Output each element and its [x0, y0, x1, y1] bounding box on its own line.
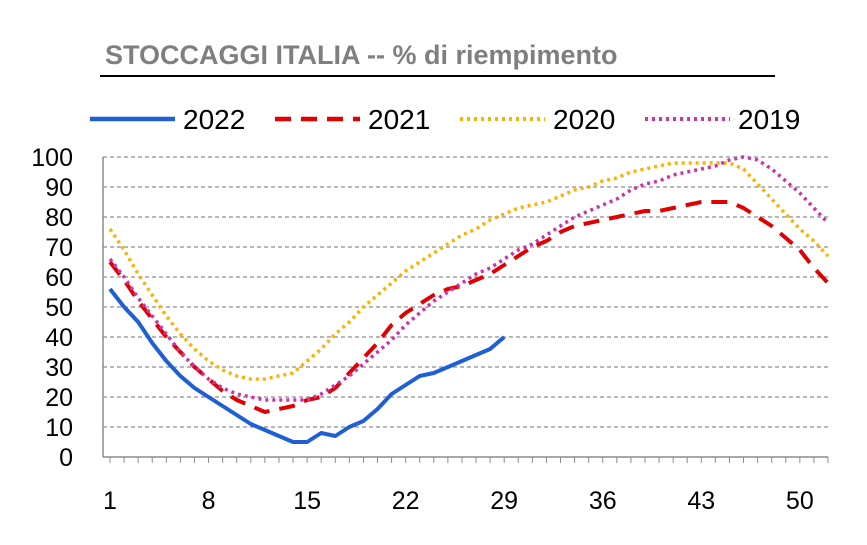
y-tick-label: 0 — [59, 444, 73, 472]
grid-lines — [103, 156, 828, 428]
y-tick-label: 90 — [45, 174, 73, 202]
legend-label-2020: 2020 — [553, 104, 615, 135]
series-lines — [108, 155, 830, 444]
y-tick-label: 100 — [31, 144, 73, 172]
legend-label-2022: 2022 — [183, 104, 245, 135]
x-tick-labels: 1 8 15 22 29 36 43 50 — [103, 487, 814, 515]
y-tick-label: 30 — [45, 354, 73, 382]
x-tick-label: 15 — [293, 487, 321, 515]
y-tick-label: 80 — [45, 204, 73, 232]
y-tick-label: 50 — [45, 294, 73, 322]
title-underline — [100, 75, 775, 77]
x-tick-label: 1 — [103, 487, 117, 515]
y-tick-label: 60 — [45, 264, 73, 292]
legend-label-2019: 2019 — [738, 104, 800, 135]
axes — [102, 157, 829, 463]
series-line-2019 — [108, 155, 830, 402]
x-tick-label: 29 — [490, 487, 518, 515]
series-line-2022 — [108, 287, 506, 444]
x-tick-label: 43 — [687, 487, 715, 515]
series-line-2020 — [108, 161, 830, 381]
legend: 2022 2021 2020 2019 — [90, 104, 800, 135]
legend-label-2021: 2021 — [368, 104, 430, 135]
y-tick-label: 40 — [45, 324, 73, 352]
chart-title: STOCCAGGI ITALIA -- % di riempimento — [105, 40, 618, 70]
y-tick-label: 70 — [45, 234, 73, 262]
x-tick-label: 50 — [786, 487, 814, 515]
x-tick-label: 22 — [392, 487, 420, 515]
y-tick-label: 20 — [45, 384, 73, 412]
x-tick-label: 36 — [589, 487, 617, 515]
series-line-2021 — [108, 200, 830, 414]
x-tick-label: 8 — [202, 487, 216, 515]
y-tick-label: 10 — [45, 414, 73, 442]
